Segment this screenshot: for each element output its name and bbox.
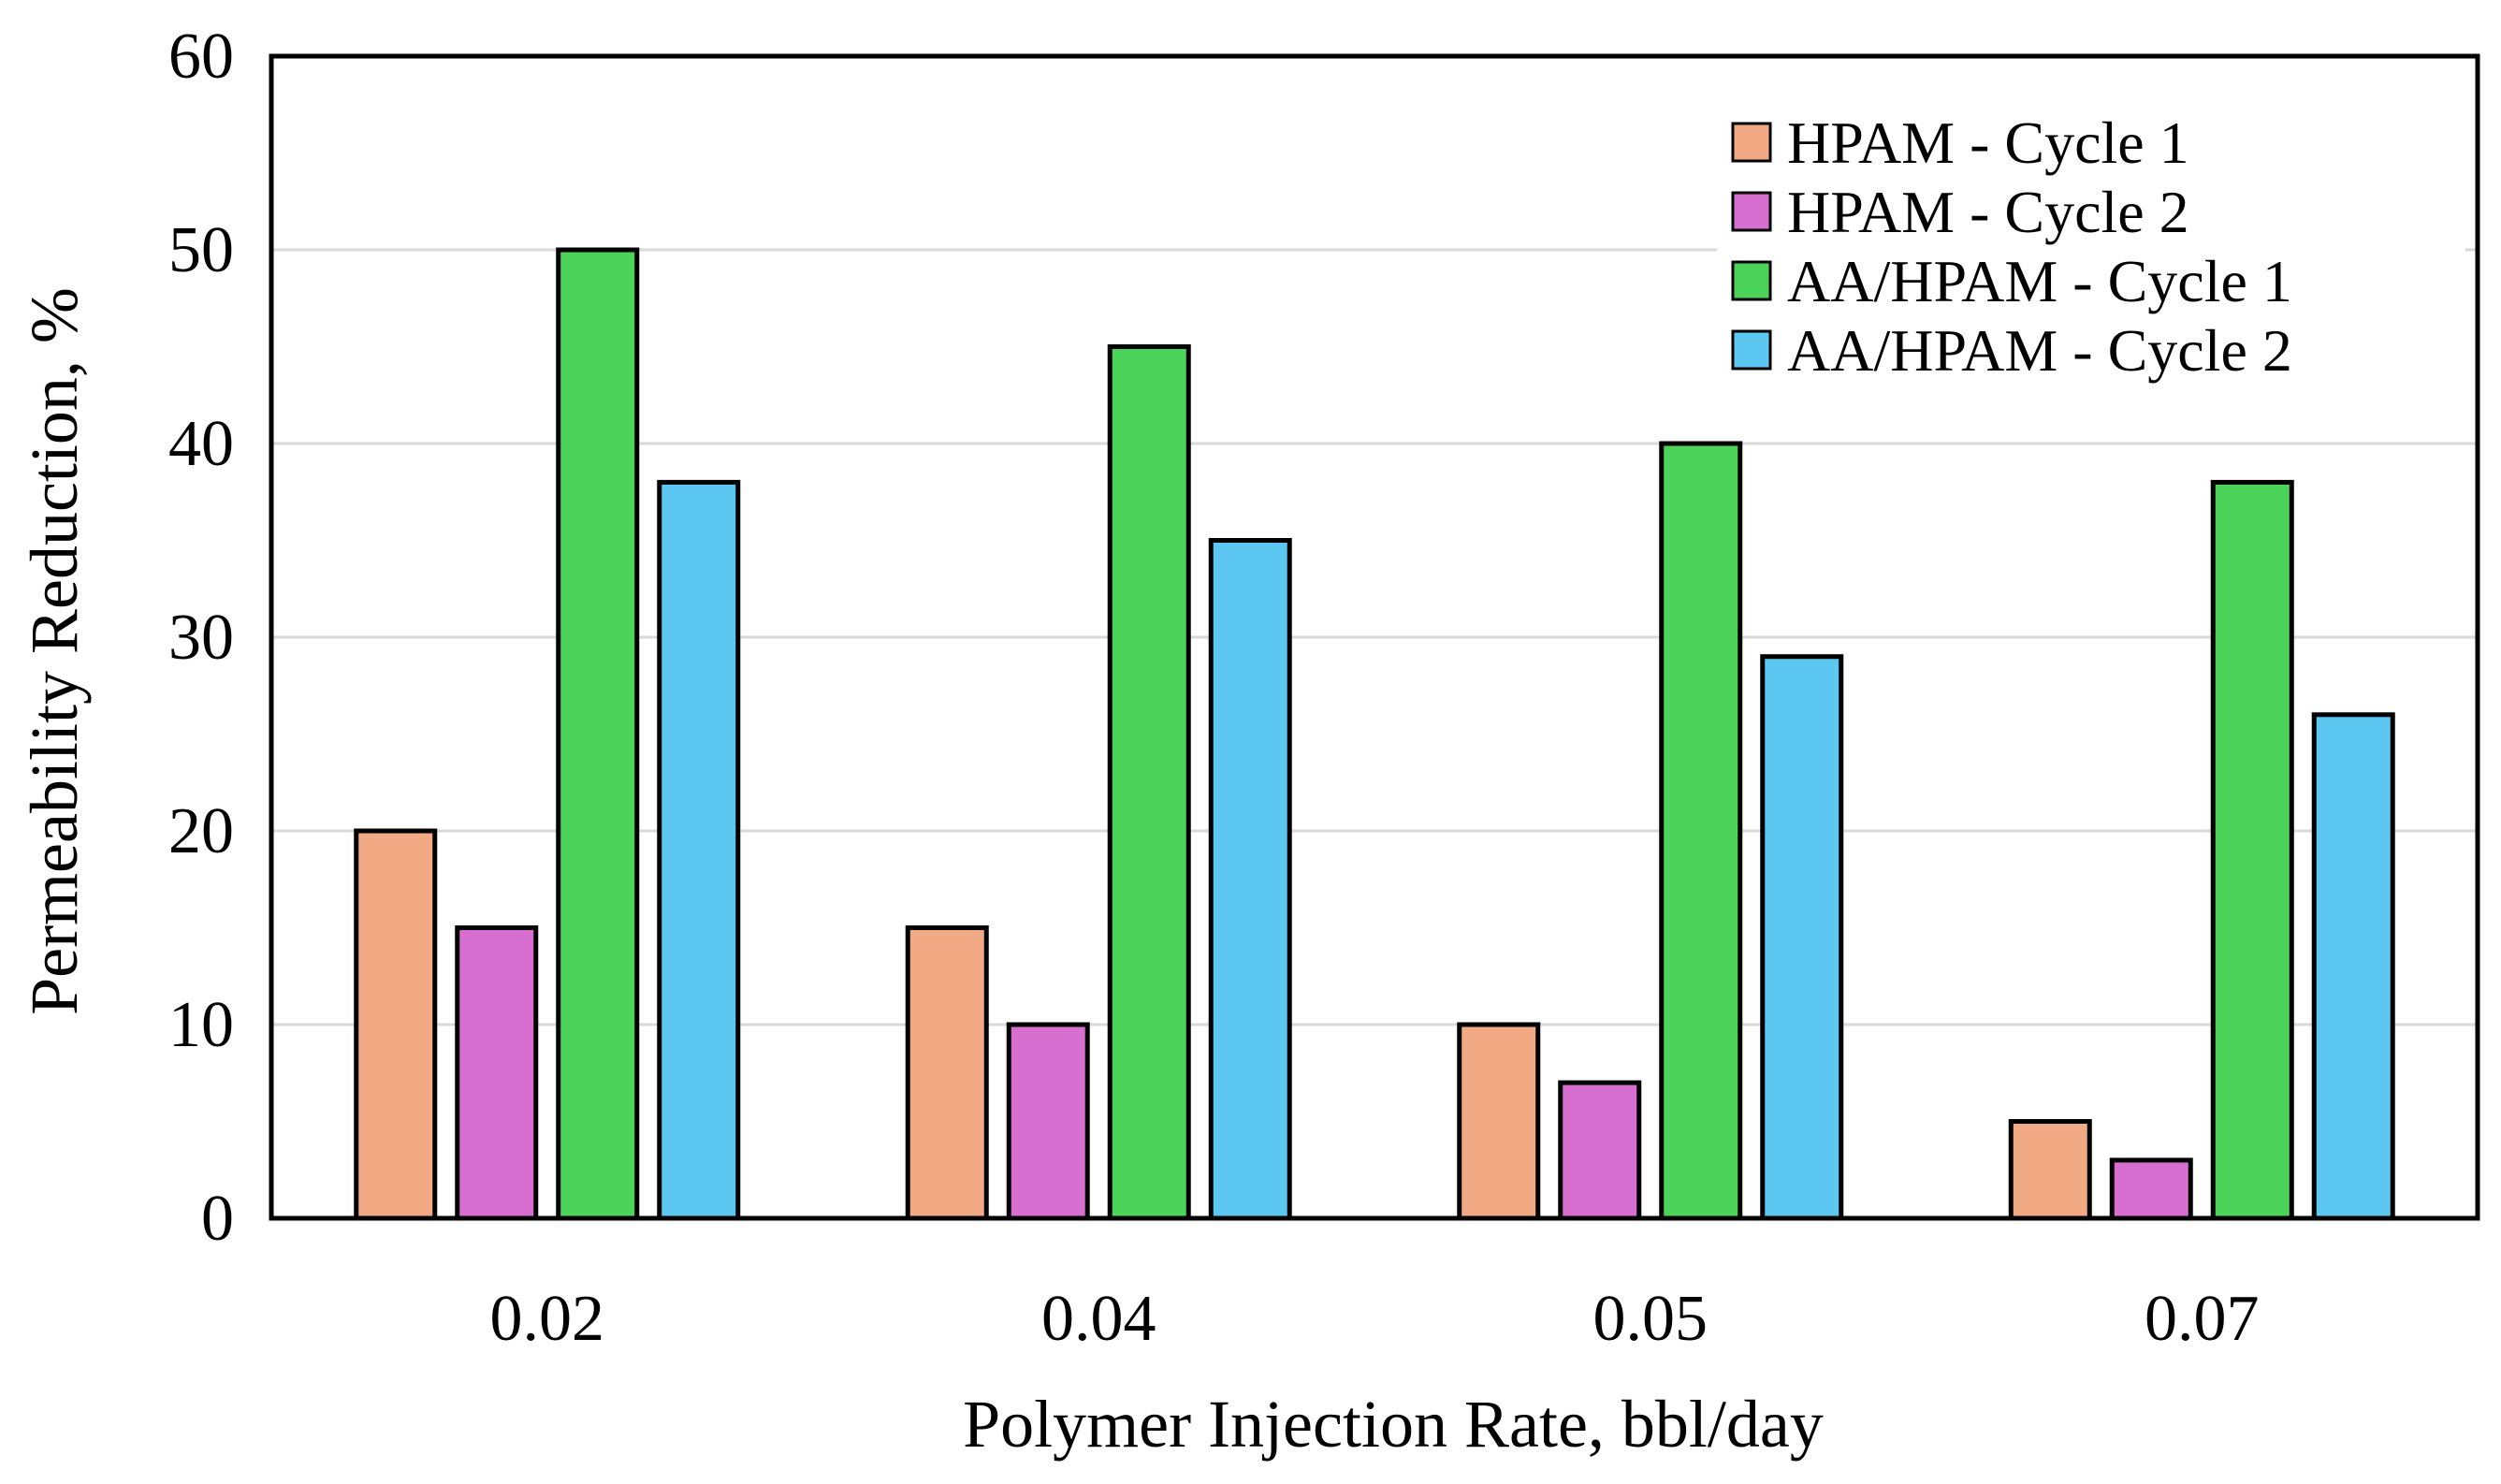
bar (2109, 1157, 2193, 1221)
bar (1457, 1022, 1541, 1221)
bar (905, 925, 989, 1221)
legend-swatch (1731, 122, 1772, 163)
bar (2210, 479, 2294, 1221)
legend-swatch (1731, 329, 1772, 371)
y-tick-label: 20 (168, 795, 234, 867)
legend-label: AA/HPAM - Cycle 1 (1787, 248, 2292, 314)
x-tick-label: 0.04 (1041, 1283, 1156, 1355)
bar (1006, 1022, 1090, 1221)
y-tick-label: 60 (168, 21, 234, 93)
legend-background (1717, 94, 2465, 393)
y-axis-title: Permeability Reduction, % (17, 287, 92, 1015)
legend-label: HPAM - Cycle 2 (1787, 179, 2189, 245)
y-tick-label: 50 (168, 214, 234, 286)
y-axis-ticks: 0 10 20 30 40 50 60 (168, 21, 234, 1255)
bar (1558, 1080, 1642, 1221)
y-tick-label: 30 (168, 602, 234, 674)
bar (1208, 538, 1292, 1221)
bar (556, 247, 640, 1221)
bar (2311, 712, 2395, 1221)
bar (455, 925, 539, 1221)
bar (354, 828, 438, 1221)
x-tick-label: 0.05 (1593, 1283, 1709, 1355)
bars (354, 247, 2395, 1221)
x-tick-label: 0.07 (2145, 1283, 2260, 1355)
bar (1107, 344, 1191, 1221)
legend-swatch (1731, 260, 1772, 301)
bar (1659, 441, 1743, 1221)
y-tick-label: 40 (168, 408, 234, 480)
legend-label: AA/HPAM - Cycle 2 (1787, 317, 2292, 384)
legend-swatch (1731, 191, 1772, 232)
bar (2008, 1119, 2092, 1221)
x-tick-label: 0.02 (490, 1283, 605, 1355)
y-tick-label: 10 (168, 989, 234, 1061)
y-tick-label: 0 (201, 1183, 234, 1255)
bar (657, 479, 741, 1221)
plot-frame (269, 53, 2480, 1221)
x-axis-ticks: 0.02 0.04 0.05 0.07 (490, 1283, 2260, 1355)
x-axis-title: Polymer Injection Rate, bbl/day (963, 1387, 1824, 1462)
bar (1760, 654, 1844, 1221)
legend-label: HPAM - Cycle 1 (1787, 109, 2189, 176)
